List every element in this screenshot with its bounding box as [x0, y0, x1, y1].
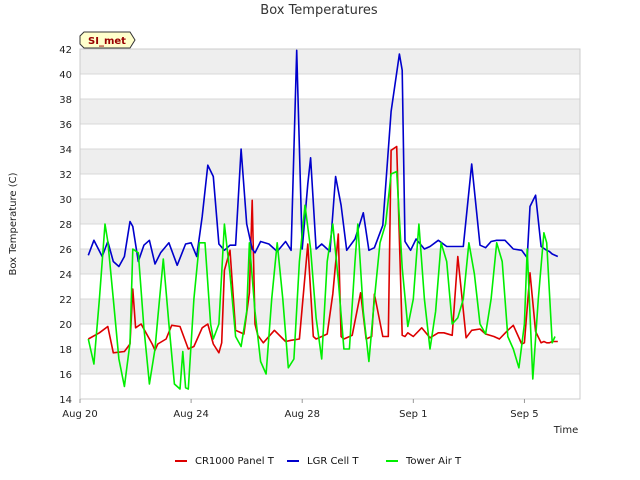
y-tick-label: 42: [59, 45, 72, 56]
y-tick-label: 40: [59, 70, 72, 81]
x-tick-label: Sep 5: [510, 409, 538, 420]
badge-label: SI_met: [88, 36, 126, 47]
y-axis-ticks: 14 16 18 20 22 24 26 28 30 32 34 36 38 40 42: [59, 45, 72, 406]
badge-shape: [79, 31, 136, 49]
y-tick-label: 24: [59, 270, 72, 281]
y-tick-label: 32: [59, 170, 72, 181]
y-tick-label: 36: [59, 120, 72, 131]
x-tick-label: Sep 1: [399, 409, 427, 420]
y-tick-label: 34: [59, 145, 72, 156]
y-tick-label: 20: [59, 320, 72, 331]
y-tick-label: 18: [59, 345, 72, 356]
series-line-tower-air-t: [87, 170, 556, 390]
x-axis-ticks: Aug 20 Aug 24 Aug 28 Sep 1 Sep 5: [62, 399, 539, 420]
x-tick-label: Aug 28: [285, 409, 320, 420]
x-tick-label: Aug 24: [173, 409, 208, 420]
series-line-lgr-cell-t: [87, 49, 559, 268]
chart-title: Box Temperatures: [260, 3, 378, 18]
x-tick-label: Aug 20: [62, 409, 97, 420]
y-tick-label: 22: [59, 295, 72, 306]
grid-band: [80, 99, 580, 124]
si-met-badge: SI_met: [79, 31, 136, 49]
y-tick-label: 16: [59, 370, 72, 381]
plot-frame: [79, 48, 581, 400]
legend-label-cr1000-panel-t: CR1000 Panel T: [195, 456, 275, 467]
series-line-cr1000-panel-t: [87, 145, 558, 354]
series-lines: [87, 49, 559, 390]
grid-band: [80, 149, 580, 174]
y-tick-label: 26: [59, 245, 72, 256]
y-tick-label: 14: [59, 395, 72, 406]
background-bands: [80, 49, 580, 374]
grid-band: [80, 199, 580, 224]
y-axis-title: Box Temperature (C): [8, 172, 19, 275]
grid-band: [80, 49, 580, 74]
legend-label-tower-air-t: Tower Air T: [405, 456, 462, 467]
x-axis-title: Time: [553, 425, 578, 436]
y-tick-label: 30: [59, 195, 72, 206]
gridlines: [80, 48, 580, 400]
legend-label-lgr-cell-t: LGR Cell T: [307, 456, 359, 467]
legend: CR1000 Panel T LGR Cell T Tower Air T: [175, 456, 462, 467]
grid-band: [80, 349, 580, 374]
y-tick-label: 38: [59, 95, 72, 106]
y-tick-label: 28: [59, 220, 72, 231]
